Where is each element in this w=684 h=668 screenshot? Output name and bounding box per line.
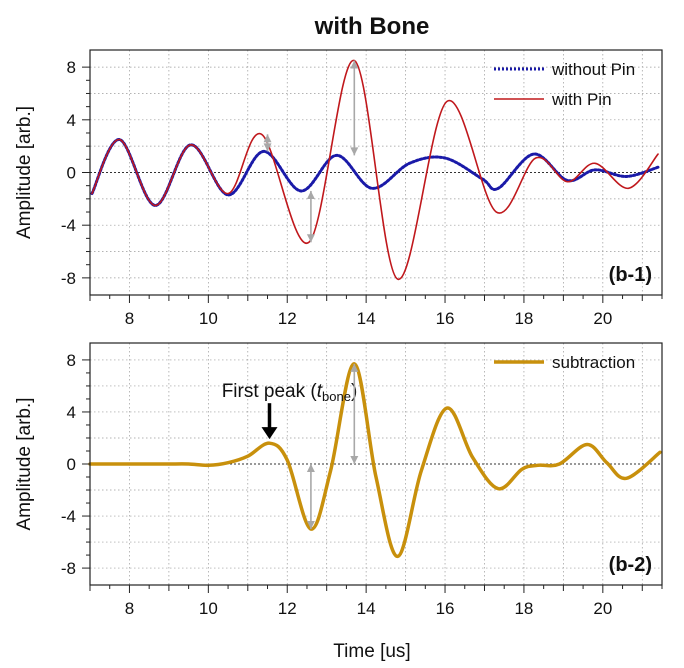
plot-area-b2 <box>88 362 662 559</box>
amplitude-arrow-tail <box>350 456 359 464</box>
y-tick-label: 8 <box>67 351 76 370</box>
annotations-b1 <box>263 60 359 243</box>
plot-area-b1 <box>90 59 660 281</box>
x-tick-label: 16 <box>436 599 455 618</box>
annotations-b2: First peak (tbone) <box>222 363 359 530</box>
amplitude-arrow-head <box>263 134 272 143</box>
legend-b1: without Pin with Pin <box>494 60 635 109</box>
y-tick-label: 4 <box>67 111 76 130</box>
panel-b1: 8 10 12 14 16 18 20 8 4 0 -4 -8 without Pin with Pin… <box>14 49 663 328</box>
legend-b2: subtraction <box>494 353 635 372</box>
panel-b2: First peak (tbone) 8101214161820840-4-8 … <box>14 342 663 618</box>
first-peak-symbol: t <box>317 381 323 402</box>
first-peak-subscript: bone <box>322 389 351 404</box>
series-line-with-pin <box>91 59 659 281</box>
amplitude-arrow-tail <box>350 147 359 156</box>
y-axis-label-b2: Amplitude [arb.] <box>14 397 35 530</box>
x-tick-label: 14 <box>357 599 376 618</box>
x-tick-label: 14 <box>357 309 376 328</box>
first-peak-text: First peak ( <box>222 381 318 402</box>
y-tick-label: 0 <box>67 164 76 183</box>
x-tick-label: 8 <box>125 309 134 328</box>
amplitude-arrow-tail <box>263 143 272 152</box>
first-peak-label: First peak (tbone) <box>222 381 358 404</box>
y-tick-label: -4 <box>61 216 76 235</box>
y-axis-label-b1: Amplitude [arb.] <box>14 106 35 239</box>
legend-label: subtraction <box>552 353 635 372</box>
grid-b1 <box>89 50 662 295</box>
y-tick-label: -8 <box>61 559 76 578</box>
panel-label-b1: (b-1) <box>609 264 652 286</box>
amplitude-arrow-head <box>306 234 315 243</box>
amplitude-arrow-head <box>306 521 315 530</box>
x-tick-label: 20 <box>593 599 612 618</box>
x-tick-label: 10 <box>199 309 218 328</box>
x-tick-label: 8 <box>125 599 134 618</box>
x-tick-label: 12 <box>278 599 297 618</box>
amplitude-arrow-head <box>350 60 359 69</box>
x-tick-label: 12 <box>278 309 297 328</box>
legend-label: with Pin <box>551 90 612 109</box>
y-tick-label: -4 <box>61 507 76 526</box>
ticks-b1: 8 10 12 14 16 18 20 8 4 0 -4 -8 <box>61 58 663 328</box>
y-tick-label: 8 <box>67 58 76 77</box>
first-peak-arrow-head <box>261 427 278 440</box>
amplitude-arrow-tail <box>306 190 315 199</box>
x-tick-label: 16 <box>436 309 455 328</box>
x-tick-label: 10 <box>199 599 218 618</box>
legend-label: without Pin <box>551 60 635 79</box>
y-tick-label: 0 <box>67 455 76 474</box>
x-tick-label: 18 <box>514 309 533 328</box>
panel-label-b2: (b-2) <box>609 554 652 576</box>
x-axis-label: Time [us] <box>333 641 410 662</box>
y-tick-label: 4 <box>67 403 76 422</box>
chart-title: with Bone <box>314 13 430 40</box>
ticks-b2: 8 10 12 14 16 18 20 8 4 0 -4 -8 <box>61 351 663 618</box>
amplitude-arrow-head <box>350 363 359 372</box>
series-line-subtraction <box>88 362 662 559</box>
x-tick-label: 18 <box>514 599 533 618</box>
x-tick-label: 20 <box>593 309 612 328</box>
y-tick-label: -8 <box>61 269 76 288</box>
amplitude-arrow-tail <box>306 464 315 472</box>
